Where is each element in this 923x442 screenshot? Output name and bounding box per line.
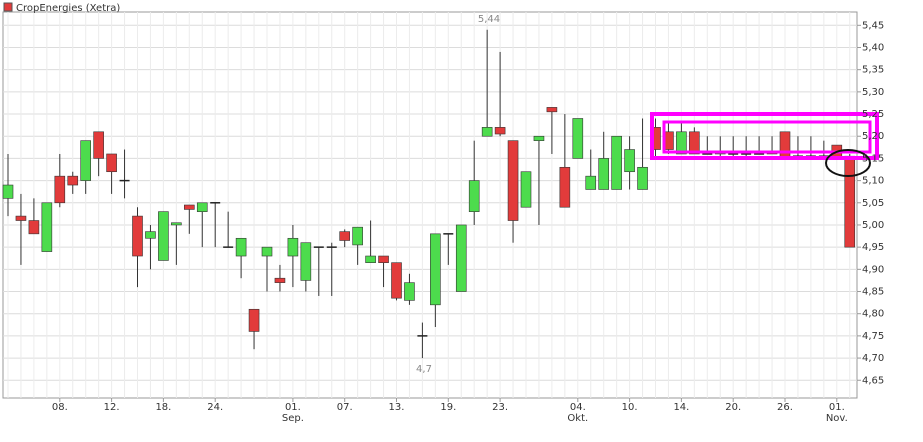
candle-body bbox=[184, 204, 195, 210]
candle-body bbox=[93, 131, 104, 159]
candle-body bbox=[132, 215, 143, 257]
candle-body bbox=[533, 135, 545, 141]
plot-area bbox=[2, 11, 858, 399]
y-tick-label: 4,85 bbox=[862, 287, 884, 298]
candle-body bbox=[844, 155, 856, 248]
x-tick-label: 19. bbox=[440, 402, 457, 413]
x-tick-label: 18. bbox=[155, 402, 172, 413]
candle-body bbox=[481, 127, 493, 137]
candle-body bbox=[378, 255, 389, 263]
candle-body bbox=[468, 180, 480, 212]
candle-body bbox=[235, 237, 247, 257]
candle-body bbox=[779, 131, 791, 159]
x-tick-label: 23. bbox=[492, 402, 509, 413]
x-tick-label: 08. bbox=[51, 402, 68, 413]
candle-body bbox=[391, 262, 402, 299]
candle-body bbox=[145, 231, 156, 239]
y-tick-label: 5,30 bbox=[862, 87, 884, 98]
x-tick-label: 01. Sep. bbox=[281, 402, 304, 424]
candle-body bbox=[546, 107, 558, 113]
x-tick-label: 24. bbox=[207, 402, 224, 413]
x-tick-label: 20. bbox=[725, 402, 742, 413]
highlight-ellipse bbox=[825, 149, 871, 177]
y-tick-label: 5,35 bbox=[862, 65, 884, 76]
candle-body bbox=[274, 277, 286, 283]
candle-body bbox=[339, 231, 351, 241]
candle-body bbox=[572, 118, 584, 159]
legend-swatch bbox=[3, 2, 13, 12]
x-tick-label: 10. bbox=[621, 402, 638, 413]
x-tick-label: 01. Nov. bbox=[825, 402, 848, 424]
highlight-box bbox=[650, 112, 879, 160]
x-tick-label: 04. Okt. bbox=[567, 402, 589, 424]
candle-body bbox=[611, 135, 622, 190]
y-tick-label: 5,10 bbox=[862, 176, 884, 187]
candle-body bbox=[507, 140, 519, 221]
candle-body bbox=[624, 149, 635, 173]
y-tick-label: 4,80 bbox=[862, 309, 884, 320]
candle-body bbox=[300, 242, 312, 281]
x-tick-label: 07. bbox=[336, 402, 353, 413]
candle-body bbox=[106, 153, 117, 173]
candle-body bbox=[365, 255, 376, 263]
x-tick-label: 14. bbox=[673, 402, 690, 413]
candle-body bbox=[404, 282, 415, 301]
y-tick-label: 5,40 bbox=[862, 42, 884, 53]
candle-body bbox=[430, 233, 441, 306]
candle-body bbox=[67, 175, 79, 186]
annotation: 4,7 bbox=[416, 364, 432, 375]
legend-label: CropEnergies (Xetra) bbox=[16, 3, 120, 14]
candle-body bbox=[287, 237, 299, 257]
candle-body bbox=[261, 246, 273, 257]
y-tick-label: 4,70 bbox=[862, 353, 884, 364]
candle-body bbox=[41, 202, 53, 252]
candle-body bbox=[676, 131, 687, 155]
annotation: 5,44 bbox=[478, 14, 500, 25]
candle-body bbox=[158, 211, 169, 261]
y-tick-label: 5,20 bbox=[862, 131, 884, 142]
candle-body bbox=[585, 175, 597, 190]
highlight-box bbox=[662, 120, 872, 154]
y-tick-label: 5,05 bbox=[862, 198, 884, 209]
y-tick-label: 4,75 bbox=[862, 331, 884, 342]
x-tick-label: 26. bbox=[777, 402, 793, 413]
y-tick-label: 4,95 bbox=[862, 242, 884, 253]
y-tick-label: 4,65 bbox=[862, 375, 884, 386]
candle-body bbox=[248, 308, 260, 332]
candle-body bbox=[28, 220, 40, 235]
x-tick-label: 13. bbox=[388, 402, 405, 413]
candle-body bbox=[520, 171, 532, 208]
y-tick-label: 5,45 bbox=[862, 20, 884, 31]
y-tick-label: 5,00 bbox=[862, 220, 884, 231]
y-tick-label: 5,15 bbox=[862, 153, 884, 164]
candle-body bbox=[559, 166, 571, 208]
candle-body bbox=[15, 215, 27, 221]
y-tick-label: 4,90 bbox=[862, 264, 884, 275]
x-tick-label: 12. bbox=[103, 402, 120, 413]
candle-body bbox=[352, 226, 363, 246]
candle-body bbox=[689, 131, 700, 155]
candle-body bbox=[196, 202, 208, 212]
candle-body bbox=[637, 166, 648, 190]
candle-body bbox=[54, 175, 66, 204]
candle-body bbox=[598, 158, 610, 190]
candle-body bbox=[80, 140, 91, 181]
candle-body bbox=[494, 127, 506, 135]
y-tick-label: 5,25 bbox=[862, 109, 884, 120]
candle-body bbox=[171, 222, 182, 226]
candle-body bbox=[2, 184, 14, 199]
candle-body bbox=[455, 224, 467, 292]
